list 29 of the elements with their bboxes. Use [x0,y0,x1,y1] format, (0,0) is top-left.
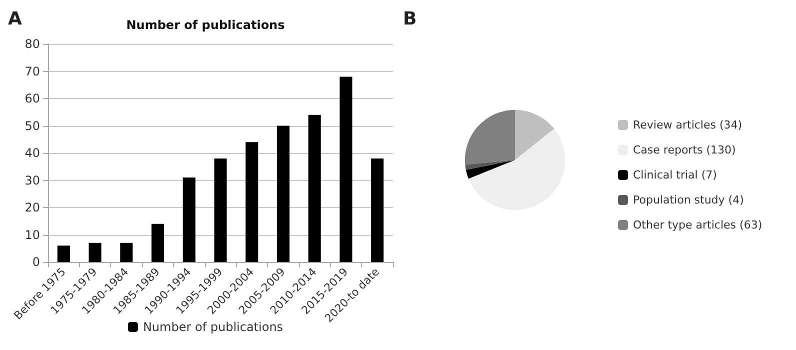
chart-title: Number of publications [126,18,285,32]
bar [214,158,227,262]
y-tick-label: 80 [24,37,40,51]
bar [182,178,196,262]
bar [152,224,164,262]
y-tick-label: 20 [24,200,40,214]
legend-label: Population study (4) [633,194,744,206]
bar [340,76,352,262]
y-tick-label: 40 [24,146,40,160]
bar [276,126,290,262]
text: B [403,8,417,30]
legend-label: Clinical trial (7) [633,168,717,182]
y-tick-label: 0 [32,255,40,269]
legend-label: Other type articles (63) [633,218,762,232]
legend-label: Review articles (34) [633,118,742,132]
y-tick-label: 30 [24,173,40,188]
legend-label: Number of publications [142,320,284,334]
text: A [8,8,22,30]
bar [371,158,384,262]
bar [57,246,70,262]
y-tick-label: 10 [24,228,40,242]
y-tick-label: 50 [24,118,40,133]
bar [308,114,321,262]
bar [120,242,133,262]
y-tick-label: 60 [24,92,40,106]
y-tick-label: 70 [24,64,40,78]
legend-label: Case reports (130) [633,144,736,156]
bar [246,142,258,262]
bar [88,242,102,262]
